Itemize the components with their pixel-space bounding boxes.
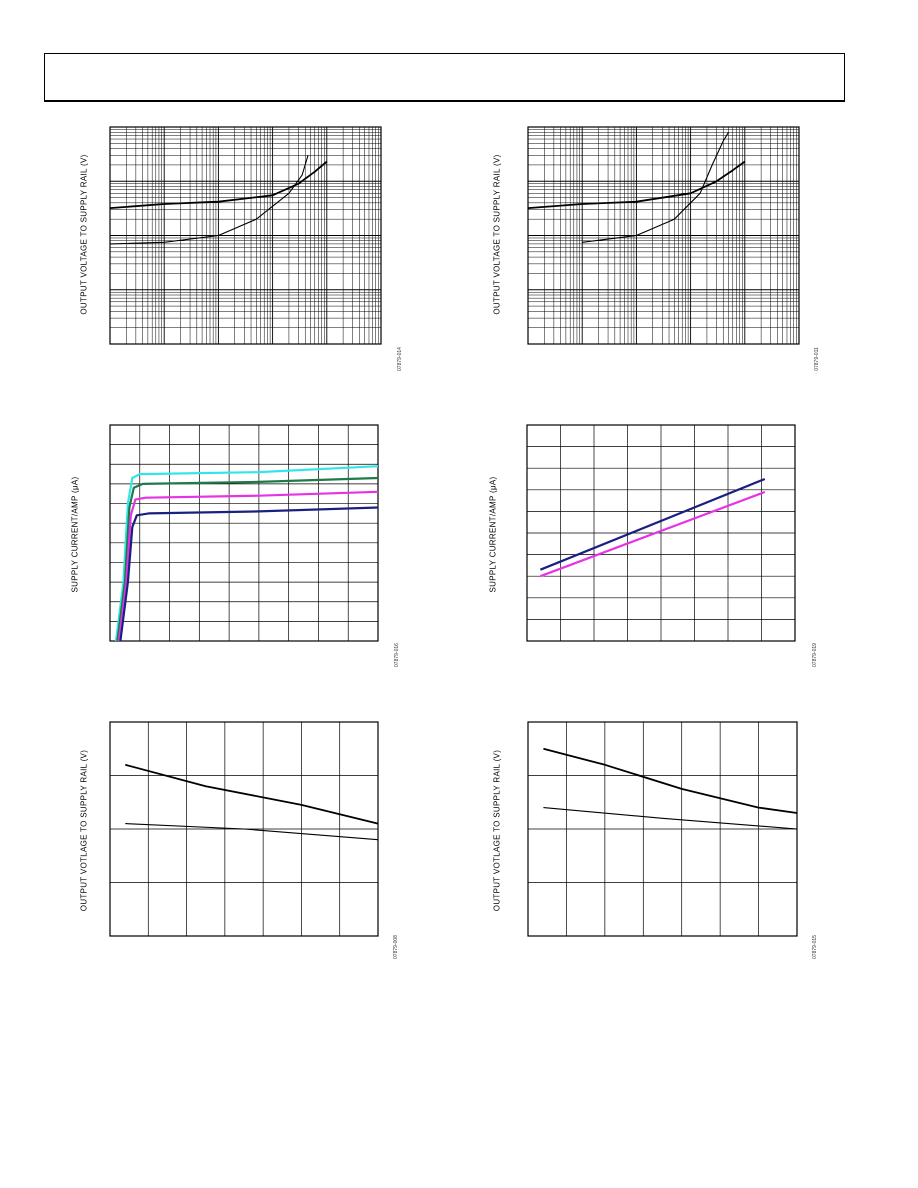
chart-ylabel: SUPPLY CURRENT/AMP (μA) (70, 476, 80, 593)
plot-frame (526, 424, 796, 642)
figure-id: 07879-019 (812, 643, 818, 667)
plot-frame (109, 721, 379, 937)
chart-grid (109, 127, 381, 345)
series-line-2 (109, 155, 309, 245)
series-line-1 (114, 465, 379, 642)
figure-id: 07879-015 (812, 935, 818, 959)
series-line-1 (109, 160, 328, 209)
series-line-2 (540, 490, 766, 578)
chart-plot (109, 424, 379, 642)
chart-plot (109, 126, 382, 345)
series-line-1 (527, 160, 746, 209)
chart-plot (527, 721, 798, 937)
series-line-4 (119, 506, 379, 642)
figure-id: 07879-014 (397, 347, 403, 371)
chart-ylabel: OUTPUT VOLTAGE TO SUPPLY RAIL (V) (492, 154, 502, 315)
figure-id: 07879-016 (394, 643, 400, 667)
plot-frame (527, 126, 800, 345)
page-header-box (44, 53, 845, 102)
series-line-2 (125, 823, 379, 841)
chart-grid (527, 721, 798, 937)
chart-grid (109, 424, 379, 642)
series-line-2 (543, 807, 798, 830)
chart-ylabel: SUPPLY CURRENT/AMP (μA) (488, 476, 498, 593)
chart-plot (109, 721, 379, 937)
figure-id: 07879-008 (393, 935, 399, 959)
series-line-1 (539, 477, 766, 571)
chart-plot (527, 126, 800, 345)
chart-grid (526, 424, 796, 642)
series-line-1 (125, 763, 379, 825)
series-line-2 (116, 476, 379, 642)
series-line-3 (117, 490, 379, 642)
plot-frame (109, 126, 382, 345)
series-line-2 (582, 132, 729, 243)
plot-frame (109, 424, 379, 642)
chart-ylabel: OUTPUT VOLTAGE TO SUPPLY RAIL (V) (79, 154, 89, 315)
chart-ylabel: OUTPUT VOTLAGE TO SUPPLY RAIL (V) (492, 749, 502, 912)
series-line-1 (543, 747, 798, 814)
figure-id: 07879-011 (814, 347, 820, 371)
chart-grid (527, 127, 799, 345)
chart-ylabel: OUTPUT VOTLAGE TO SUPPLY RAIL (V) (79, 749, 89, 912)
chart-plot (526, 424, 796, 642)
